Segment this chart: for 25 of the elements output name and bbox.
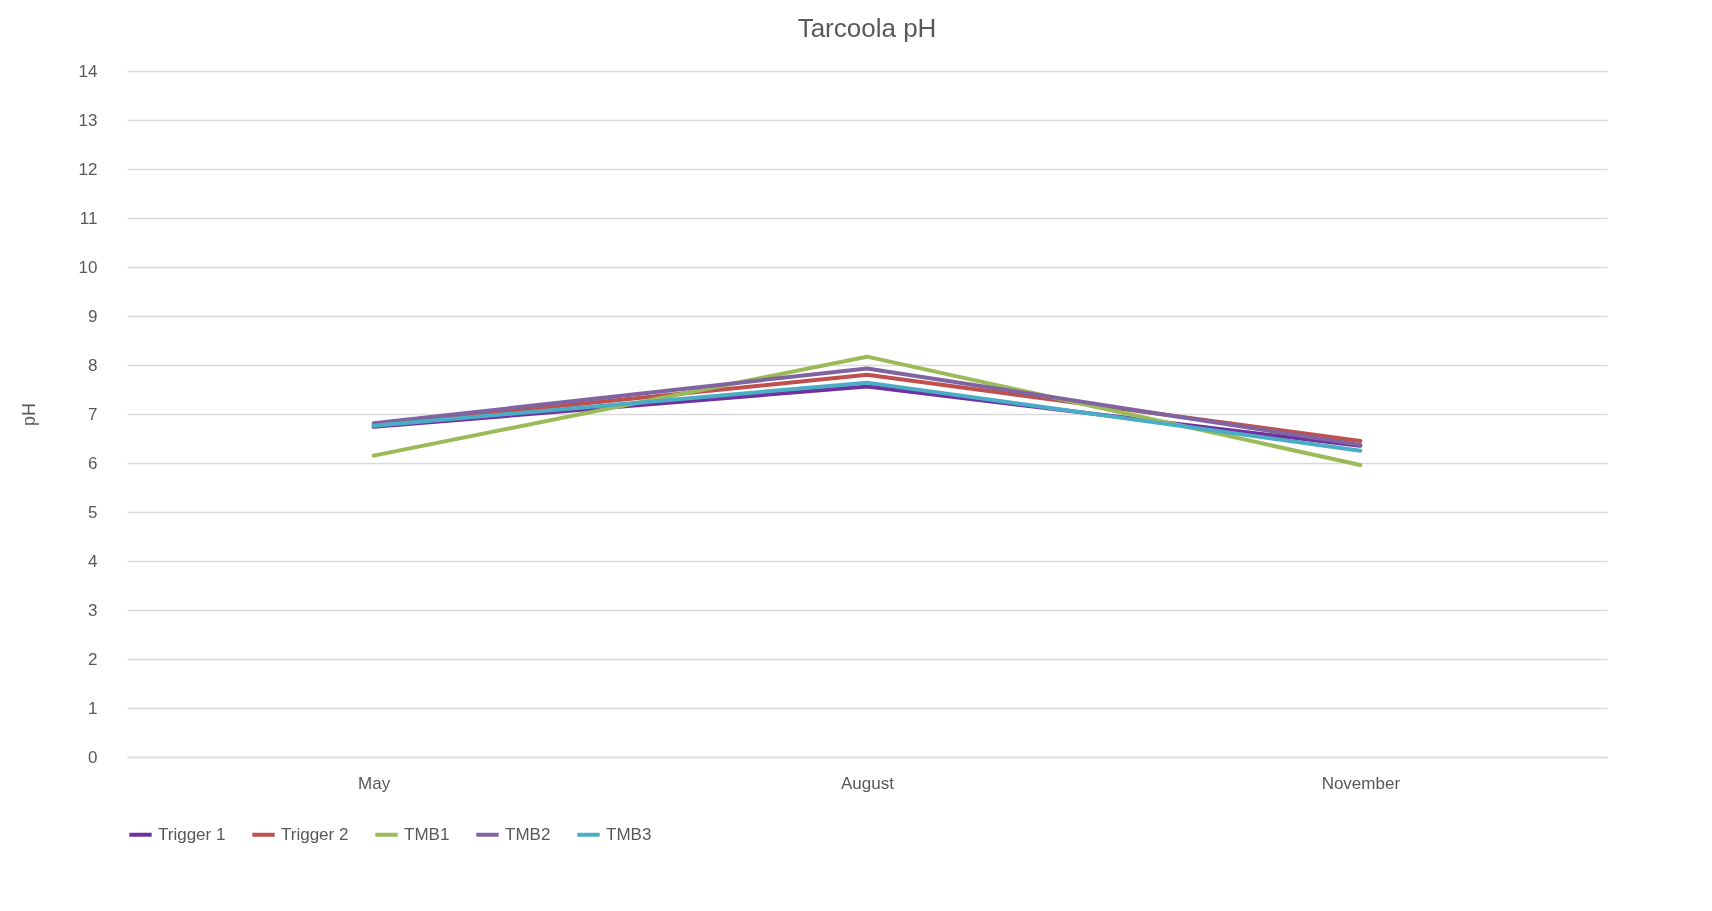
y-axis-title: pH [18,402,39,427]
y-tick-label: 7 [88,404,98,424]
y-tick-label: 14 [78,61,98,81]
y-tick-label: 4 [88,551,98,571]
y-tick-label: 12 [78,159,98,179]
legend-label: TMB2 [505,824,551,844]
y-tick-label: 9 [88,306,98,326]
legend-label: Trigger 2 [281,824,349,844]
legend-label: Trigger 1 [158,824,226,844]
y-tick-label: 10 [78,257,98,277]
y-tick-label: 0 [88,747,98,767]
y-tick-label: 5 [88,502,98,522]
x-tick-label: May [358,773,391,793]
y-tick-label: 11 [79,208,98,228]
y-tick-label: 1 [88,698,98,718]
y-tick-label: 8 [88,355,98,375]
y-tick-label: 6 [88,453,98,473]
chart-title: Tarcoola pH [797,13,937,43]
y-tick-label: 2 [88,649,98,669]
y-tick-label: 3 [88,600,98,620]
legend-label: TMB3 [606,824,652,844]
y-tick-label: 13 [78,110,98,130]
x-tick-label: August [841,773,895,793]
x-tick-label: November [1321,773,1401,793]
legend-label: TMB1 [404,824,450,844]
